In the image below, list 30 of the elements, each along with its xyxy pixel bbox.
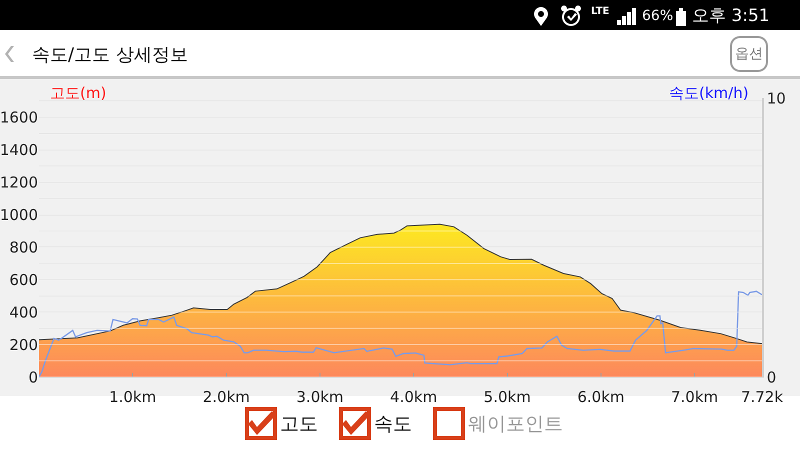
text: 오후 3:51 [692, 6, 770, 26]
chart-title: 속도/고도 상세정보 [32, 44, 188, 66]
x-tick-label: 3.0km [296, 388, 344, 406]
y-tick-label: 600 [9, 270, 38, 289]
y-tick-label: 1600 [0, 108, 38, 127]
y-tick-label: 800 [9, 238, 38, 256]
text: 고도 [280, 413, 318, 435]
x-tick-label: 1.0km [109, 388, 156, 406]
text: 66% [642, 8, 674, 24]
x-tick-label: 2.0km [202, 388, 250, 406]
text: 속도 [374, 413, 412, 435]
y2-tick-label: 10 [766, 89, 786, 108]
y-tick-label: 200 [9, 336, 38, 354]
x-tick-label: 4.0km [390, 388, 438, 406]
text: 옵션 [735, 46, 763, 62]
line-series [39, 290, 762, 377]
y2-tick-label: 0 [766, 368, 776, 386]
x-tick-label: 5.0km [484, 388, 531, 406]
x-tick-label: 7.0km [670, 388, 718, 406]
y-tick-label: 0 [28, 368, 38, 386]
x-tick-label: 7.72k [740, 388, 784, 406]
y-tick-label: 1200 [0, 174, 38, 192]
text: 웨이포인트 [468, 413, 563, 435]
y-axis-title: 고도(m) [50, 84, 106, 102]
y-tick-label: 400 [9, 303, 38, 322]
x-tick-label: 6.0km [577, 388, 624, 406]
y2-axis-title: 속도(km/h) [669, 84, 749, 102]
text: LTE [591, 6, 610, 17]
y-tick-label: 1000 [0, 206, 38, 224]
y-tick-label: 1400 [0, 141, 38, 160]
